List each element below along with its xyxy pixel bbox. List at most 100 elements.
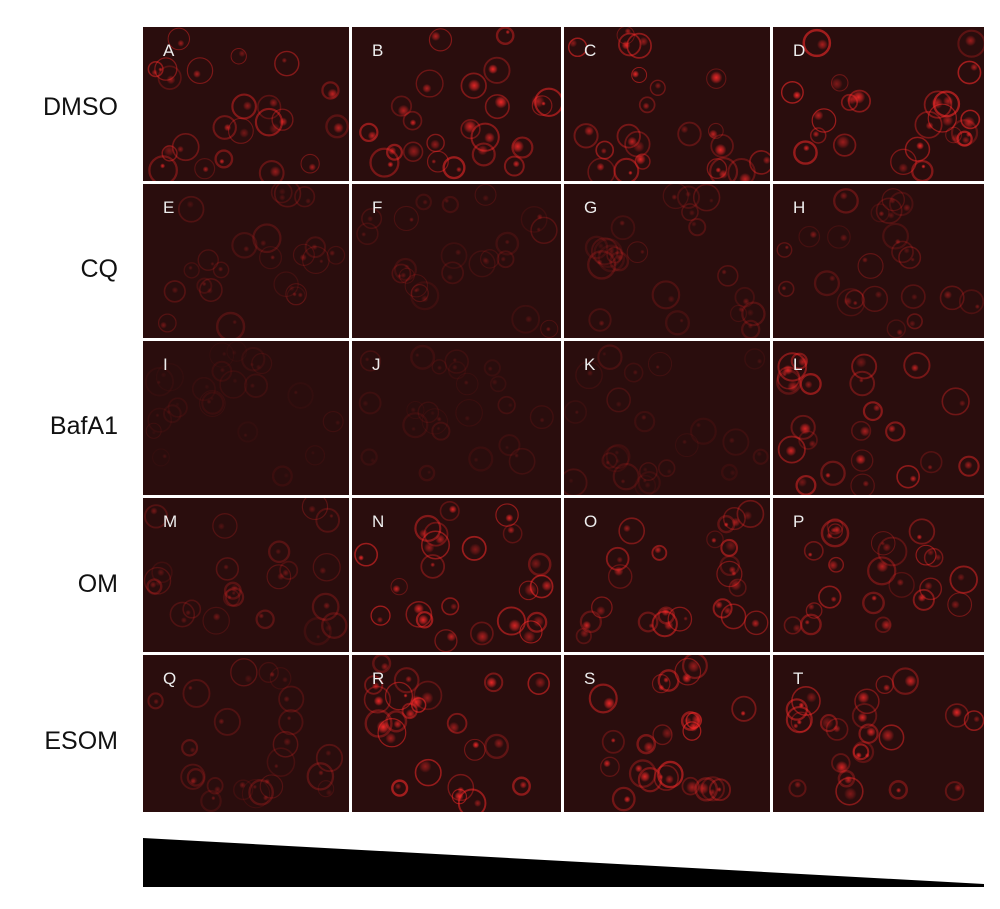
signal-spot	[927, 548, 935, 556]
signal-spot	[896, 578, 904, 587]
cell-ring	[638, 462, 658, 482]
signal-spot	[227, 594, 232, 600]
cell-ring	[799, 613, 822, 636]
micrograph-panel-o: O	[564, 498, 773, 655]
signal-spot	[620, 479, 626, 484]
signal-spot	[288, 285, 295, 292]
signal-spot	[654, 546, 662, 554]
cell-ring	[390, 577, 408, 596]
cell-ring	[317, 780, 335, 798]
cell-ring	[852, 743, 870, 761]
cell-ring	[564, 468, 588, 495]
signal-spot	[665, 774, 674, 784]
signal-spot	[274, 763, 279, 769]
signal-spot	[964, 460, 973, 470]
signal-spot	[817, 39, 828, 50]
cell-ring	[370, 605, 391, 626]
micrograph-panel-s: S	[564, 655, 773, 812]
signal-spot	[512, 160, 520, 168]
signal-spot	[597, 250, 602, 256]
signal-spot	[756, 451, 762, 457]
cell-ring	[606, 387, 631, 413]
signal-spot	[931, 97, 943, 109]
cell-ring	[854, 688, 880, 715]
cell-ring	[825, 717, 849, 741]
cell-ring	[372, 655, 392, 674]
signal-spot	[421, 295, 429, 303]
cell-ring	[231, 231, 258, 259]
signal-spot	[242, 101, 252, 111]
signal-spot	[222, 351, 227, 357]
signal-spot	[325, 624, 332, 632]
signal-spot	[631, 70, 640, 78]
cell-ring	[664, 310, 691, 336]
cell-ring	[444, 349, 469, 374]
signal-spot	[695, 422, 702, 428]
cell-ring	[744, 610, 769, 636]
cell-ring	[662, 184, 689, 210]
signal-spot	[269, 98, 278, 108]
fluorescence-image	[773, 655, 984, 812]
signal-spot	[782, 364, 793, 375]
panel-letter: F	[372, 198, 383, 217]
cell-ring	[891, 240, 914, 264]
cell-ring	[611, 786, 636, 812]
cell-ring	[776, 242, 793, 258]
signal-spot	[448, 721, 460, 734]
cell-ring	[157, 313, 177, 333]
signal-spot	[686, 780, 699, 794]
cell-ring	[266, 564, 292, 590]
cell-ring	[266, 747, 296, 777]
signal-spot	[833, 724, 841, 733]
signal-spot	[232, 319, 237, 325]
cell-ring	[286, 286, 306, 306]
signal-spot	[903, 247, 910, 254]
cell-ring	[795, 474, 817, 495]
signal-spot	[367, 215, 374, 222]
signal-spot	[256, 364, 262, 370]
signal-spot	[223, 123, 232, 132]
signal-spot	[409, 119, 417, 126]
cell-ring	[597, 344, 623, 371]
cell-ring	[243, 373, 269, 398]
cell-ring	[729, 304, 748, 323]
signal-spot	[580, 628, 589, 638]
signal-spot	[403, 693, 408, 698]
cell-ring	[653, 764, 679, 791]
cell-ring	[311, 592, 340, 621]
signal-spot	[616, 556, 623, 563]
cell-ring	[177, 195, 205, 223]
cell-ring	[233, 779, 254, 801]
signal-spot	[158, 67, 163, 72]
signal-spot	[212, 612, 221, 621]
cell-ring	[152, 448, 170, 467]
cell-ring	[434, 629, 458, 652]
cell-ring	[637, 611, 659, 633]
signal-spot	[278, 188, 286, 196]
cell-ring	[267, 540, 291, 564]
cell-ring	[612, 462, 640, 491]
micrograph-panel-i: I	[143, 341, 352, 498]
signal-spot	[269, 166, 281, 178]
signal-spot	[541, 580, 553, 592]
cell-ring	[484, 733, 510, 760]
cell-ring	[230, 47, 247, 65]
cell-ring	[919, 450, 943, 474]
signal-spot	[871, 595, 877, 601]
cell-ring	[322, 410, 344, 433]
signal-spot	[954, 783, 963, 792]
signal-spot	[909, 475, 917, 483]
signal-spot	[739, 172, 752, 181]
cell-ring	[588, 308, 612, 332]
signal-spot	[610, 737, 616, 743]
cell-ring	[258, 159, 285, 181]
fluorescence-image	[564, 341, 770, 495]
signal-spot	[407, 144, 421, 158]
signal-spot	[873, 404, 881, 412]
signal-spot	[409, 695, 423, 709]
fluorescence-image	[143, 27, 349, 181]
signal-spot	[156, 380, 161, 385]
signal-spot	[404, 264, 410, 270]
signal-spot	[522, 630, 536, 643]
signal-spot	[201, 281, 207, 287]
